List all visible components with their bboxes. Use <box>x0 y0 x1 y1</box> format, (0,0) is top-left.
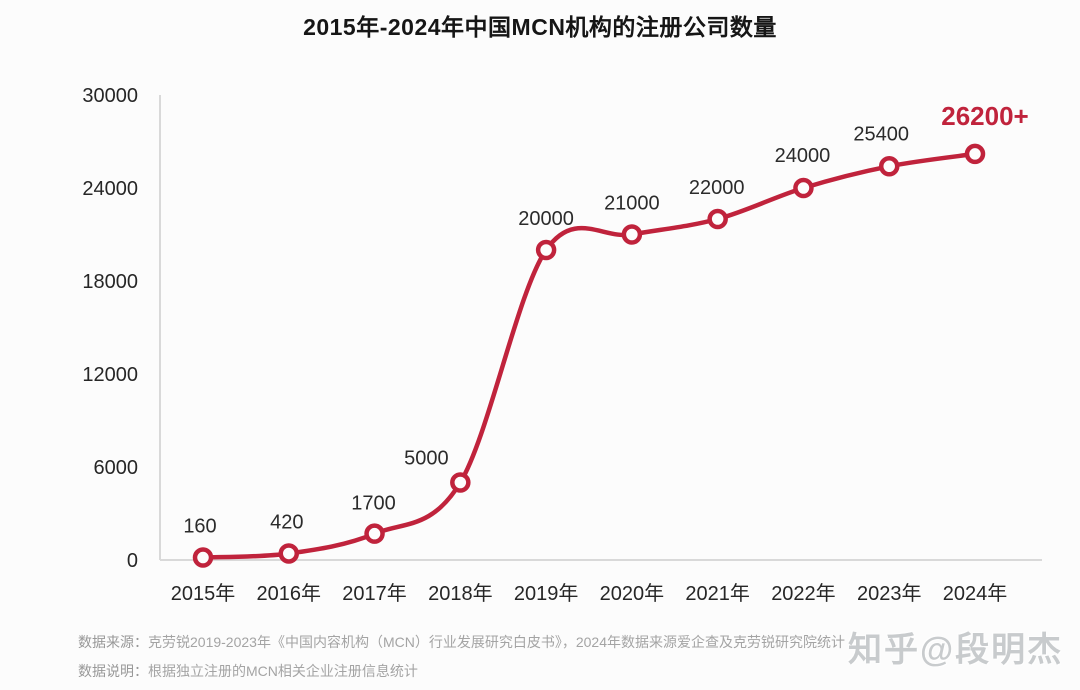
data-point-marker <box>707 208 728 230</box>
data-point-marker <box>878 156 900 177</box>
x-tick-label: 2015年 <box>171 582 236 605</box>
y-tick-label: 18000 <box>82 271 138 293</box>
data-point-label: 25400 <box>853 123 909 145</box>
x-tick-label: 2023年 <box>857 582 922 605</box>
data-point-label: 21000 <box>604 193 660 215</box>
footer-data-source: 数据来源：克劳锐2019-2023年《中国内容机构（MCN）行业发展研究白皮书》… <box>78 634 1080 651</box>
data-point-marker <box>450 472 471 493</box>
footer-data-source-text: 克劳锐2019-2023年《中国内容机构（MCN）行业发展研究白皮书》，2024… <box>148 634 845 650</box>
x-tick-label: 2016年 <box>257 582 322 605</box>
x-tick-label: 2017年 <box>342 582 407 605</box>
data-point-label: 420 <box>270 511 303 533</box>
data-point-marker <box>278 543 300 564</box>
x-tick-label: 2020年 <box>600 582 665 605</box>
y-tick-label: 24000 <box>82 178 138 200</box>
data-point-marker <box>535 239 557 261</box>
x-tick-label: 2024年 <box>943 582 1008 605</box>
chart-title: 2015年-2024年中国MCN机构的注册公司数量 <box>303 14 777 40</box>
data-point-marker <box>192 547 214 568</box>
x-tick-label: 2019年 <box>514 582 579 605</box>
data-point-label: 26200+ <box>941 101 1028 131</box>
data-point-label: 20000 <box>518 208 574 230</box>
data-point-label: 22000 <box>689 177 745 199</box>
data-point-label: 1700 <box>351 493 396 515</box>
footer-data-note-text: 根据独立注册的MCN相关企业注册信息统计 <box>148 663 418 679</box>
footer-data-source-label: 数据来源： <box>78 634 148 650</box>
y-tick-label: 6000 <box>94 457 139 479</box>
data-point-marker <box>364 523 385 544</box>
x-tick-label: 2021年 <box>685 582 750 605</box>
y-tick-label: 0 <box>127 550 138 572</box>
data-point-marker <box>964 143 986 165</box>
series-line <box>200 151 978 560</box>
x-tick-label: 2018年 <box>428 582 493 605</box>
data-point-label: 5000 <box>404 448 449 470</box>
data-point-label: 24000 <box>775 145 831 167</box>
data-point-label: 160 <box>183 516 216 538</box>
footer-data-note: 数据说明：根据独立注册的MCN相关企业注册信息统计 <box>78 663 1080 680</box>
footer-data-note-label: 数据说明： <box>78 663 148 679</box>
data-point-marker <box>621 224 643 245</box>
zhihu-watermark: 知乎@段明杰 <box>848 631 1064 669</box>
y-tick-label: 30000 <box>82 85 138 107</box>
y-tick-label: 12000 <box>82 364 138 386</box>
data-point-marker <box>793 177 814 199</box>
x-tick-label: 2022年 <box>771 582 836 605</box>
